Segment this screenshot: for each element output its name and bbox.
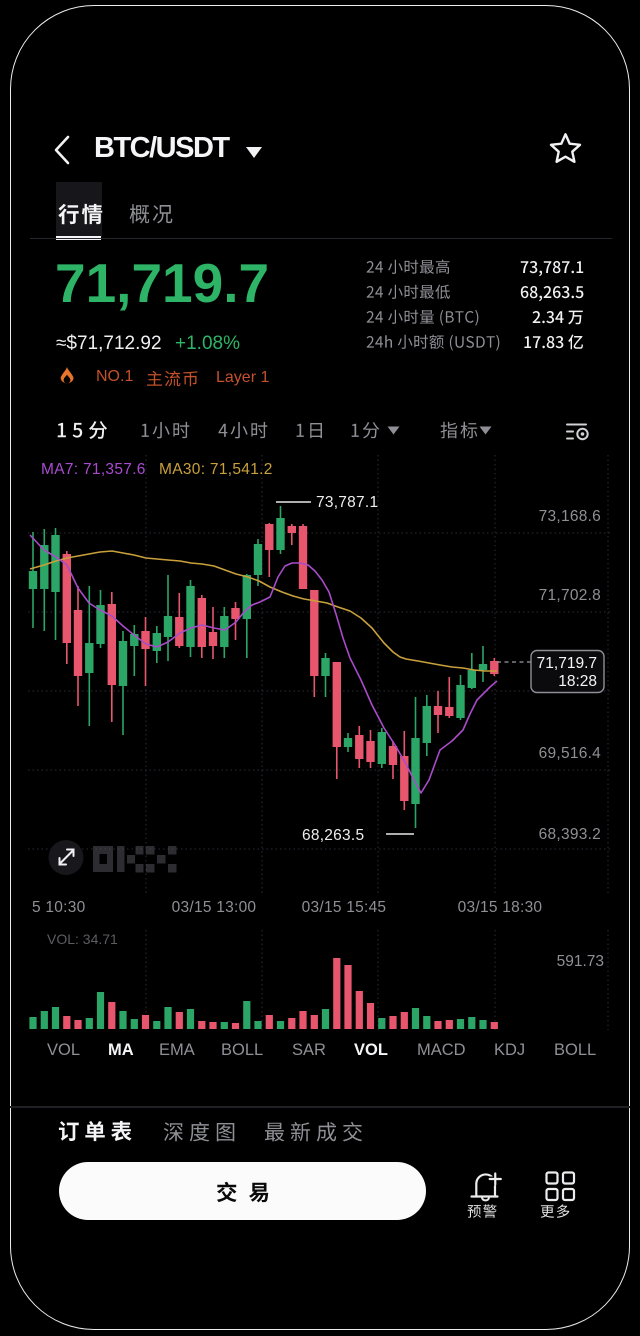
svg-text:73,168.6: 73,168.6 bbox=[539, 508, 601, 525]
svg-text:18:28: 18:28 bbox=[558, 673, 597, 690]
svg-text:03/15 13:00: 03/15 13:00 bbox=[172, 899, 257, 916]
svg-text:591.73: 591.73 bbox=[557, 953, 604, 970]
svg-text:73,787.1: 73,787.1 bbox=[316, 494, 378, 511]
svg-text:MA30: 71,541.2: MA30: 71,541.2 bbox=[159, 461, 273, 478]
svg-text:03/15 18:30: 03/15 18:30 bbox=[458, 899, 543, 916]
svg-text:MA7: 71,357.6: MA7: 71,357.6 bbox=[41, 461, 146, 478]
svg-text:5 10:30: 5 10:30 bbox=[32, 899, 86, 916]
svg-text:69,516.4: 69,516.4 bbox=[539, 745, 601, 762]
svg-text:71,719.7: 71,719.7 bbox=[537, 655, 597, 672]
svg-text:VOL: 34.71: VOL: 34.71 bbox=[47, 931, 118, 947]
svg-text:68,263.5: 68,263.5 bbox=[302, 827, 364, 844]
svg-text:71,702.8: 71,702.8 bbox=[539, 587, 601, 604]
svg-text:03/15 15:45: 03/15 15:45 bbox=[302, 899, 387, 916]
svg-text:68,393.2: 68,393.2 bbox=[539, 826, 601, 843]
